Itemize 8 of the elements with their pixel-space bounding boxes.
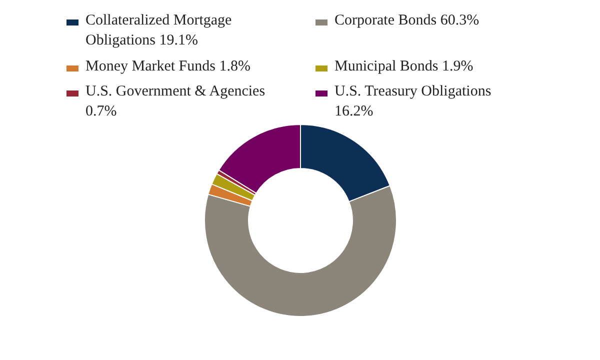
legend-label: Municipal Bonds 1.9% [334,58,474,74]
legend-label: Collateralized Mortgage Obligations 19.1% [86,12,232,48]
legend-label: Money Market Funds 1.8% [86,58,250,74]
legend-label: Corporate Bonds 60.3% [334,12,480,28]
legend-label: U.S. Government & Agencies [86,84,266,100]
data-label: 0.7% [86,104,117,120]
legend-label: U.S. Treasury Obligations [334,84,492,100]
data-label: 16.2% [334,104,374,120]
